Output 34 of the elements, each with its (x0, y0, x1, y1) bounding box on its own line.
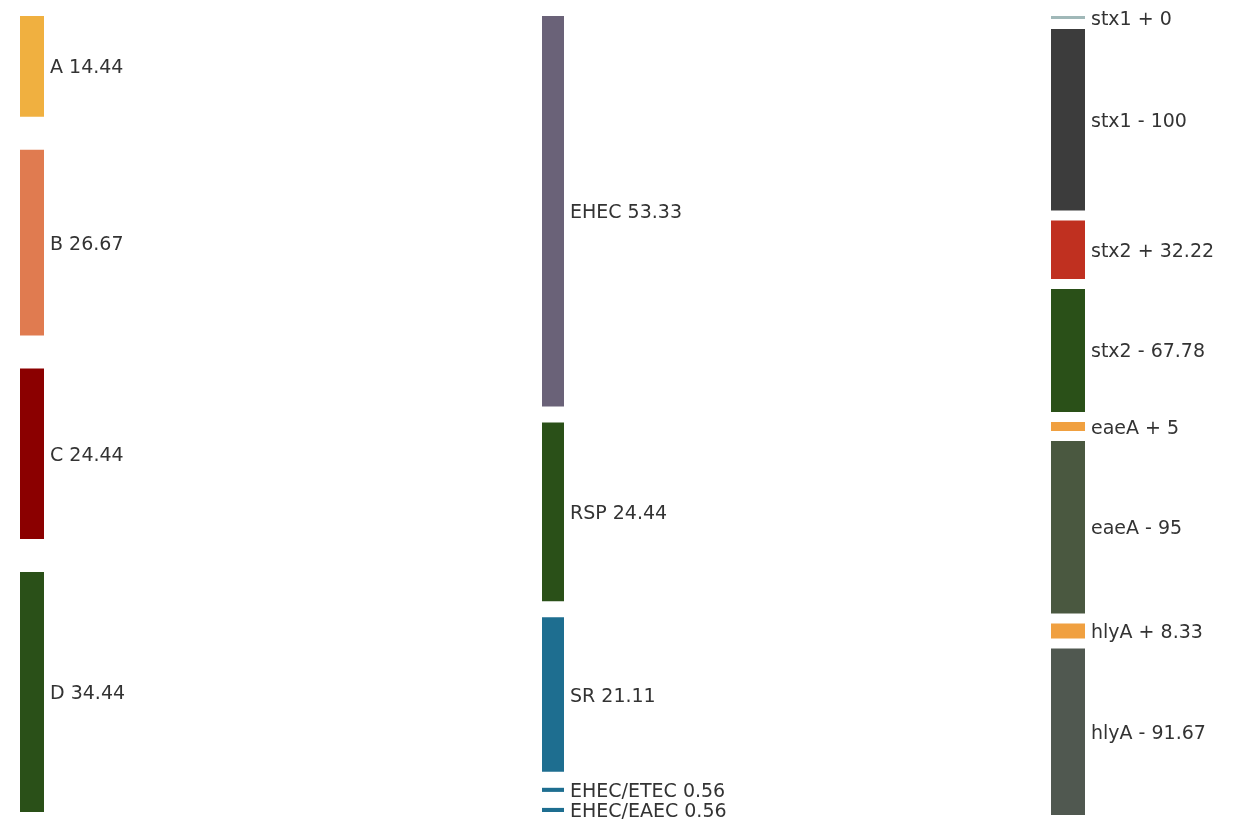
data-label: 53.33 (627, 200, 683, 223)
data-label: 100 (1150, 108, 1187, 131)
category-label: stx1 + (1091, 6, 1160, 29)
category-label: SR (570, 683, 602, 706)
data-label: 67.78 (1150, 339, 1206, 362)
category-label: hlyA - (1091, 720, 1152, 743)
data-label: 26.67 (69, 231, 124, 254)
data-label: 91.67 (1151, 720, 1206, 743)
data-label: 21.11 (601, 683, 656, 706)
category-label: stx2 - (1091, 339, 1151, 362)
data-label: 95 (1157, 516, 1183, 539)
category-label: hlyA + (1091, 620, 1161, 643)
data-label: 0.56 (682, 778, 726, 801)
data-label: 32.22 (1159, 238, 1215, 261)
category-label: C (50, 442, 70, 465)
data-label: 24.44 (69, 442, 124, 465)
category-label: EHEC/ETEC (570, 778, 683, 801)
category-label: EHEC (570, 200, 628, 223)
data-label: 14.44 (69, 55, 124, 78)
category-label: D (50, 680, 71, 703)
category-label: stx1 - (1091, 108, 1151, 131)
category-label: eaeA + (1091, 415, 1168, 438)
data-label: 0.56 (684, 798, 727, 820)
data-label: 5 (1167, 415, 1180, 438)
data-label: 24.44 (612, 500, 668, 523)
category-label: B (50, 231, 70, 254)
category-label: A (50, 55, 70, 78)
category-label: eaeA - (1091, 516, 1158, 539)
data-label: 34.44 (70, 680, 126, 703)
data-label: 0 (1159, 6, 1172, 29)
data-label: 8.33 (1160, 620, 1203, 643)
category-label: RSP (570, 500, 613, 523)
category-label: EHEC/EAEC (570, 798, 685, 820)
category-label: stx2 + (1091, 238, 1160, 261)
